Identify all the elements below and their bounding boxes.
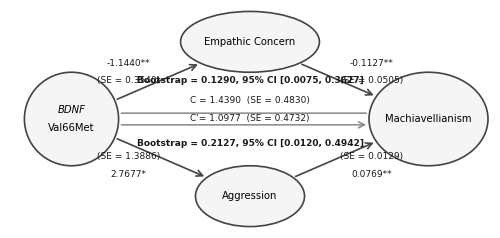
Text: C = 1.4390  (SE = 0.4830): C = 1.4390 (SE = 0.4830): [190, 96, 310, 105]
Text: Machiavellianism: Machiavellianism: [385, 114, 472, 124]
Text: (SE = 0.3540): (SE = 0.3540): [97, 76, 160, 85]
Text: Empathic Concern: Empathic Concern: [204, 37, 296, 47]
Text: Bootstrap = 0.2127, 95% CI [0.0120, 0.4942]: Bootstrap = 0.2127, 95% CI [0.0120, 0.49…: [136, 139, 364, 148]
Text: (SE = 0.0505): (SE = 0.0505): [340, 76, 403, 85]
Text: Bootstrap = 0.1290, 95% CI [0.0075, 0.3627]: Bootstrap = 0.1290, 95% CI [0.0075, 0.36…: [136, 76, 364, 85]
Text: -0.1127**: -0.1127**: [350, 59, 394, 68]
Text: C'= 1.0977  (SE = 0.4732): C'= 1.0977 (SE = 0.4732): [190, 114, 310, 123]
Text: (SE = 1.3886): (SE = 1.3886): [97, 152, 160, 161]
Ellipse shape: [180, 11, 320, 72]
Ellipse shape: [24, 72, 118, 166]
Text: 2.7677*: 2.7677*: [110, 170, 146, 179]
Text: Val66Met: Val66Met: [48, 123, 95, 133]
Text: BDNF: BDNF: [58, 105, 86, 115]
Text: (SE = 0.0129): (SE = 0.0129): [340, 152, 403, 161]
Ellipse shape: [196, 166, 304, 227]
Text: Aggression: Aggression: [222, 191, 278, 201]
Ellipse shape: [369, 72, 488, 166]
Text: 0.0769**: 0.0769**: [351, 170, 392, 179]
Text: -1.1440**: -1.1440**: [106, 59, 150, 68]
